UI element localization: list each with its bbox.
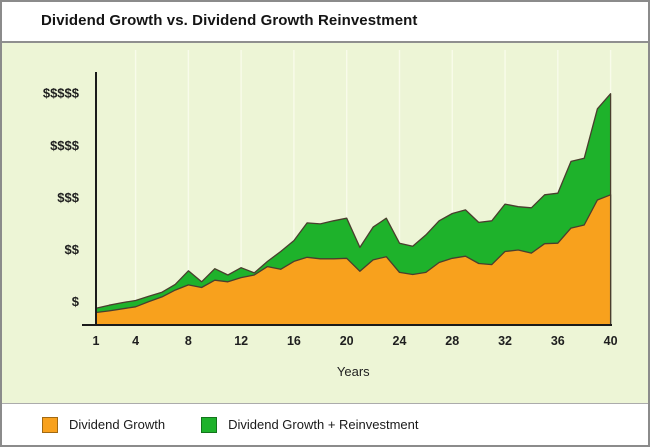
legend-item-dividend-growth: Dividend Growth [42,416,166,433]
x-tick-label: 36 [551,334,565,348]
legend-item-dividend-growth-reinvestment: Dividend Growth + Reinvestment [201,416,419,433]
x-tick-label: 24 [393,334,407,348]
area-outline-dividend-growth-reinvestment [95,93,612,325]
legend-label: Dividend Growth [69,417,166,432]
y-tick-label: $$$$$ [43,86,80,101]
y-tick-label: $$$$ [50,138,80,153]
legend-label: Dividend Growth + Reinvestment [228,417,419,432]
x-tick-label: 1 [93,334,100,348]
x-tick-label: 20 [340,334,354,348]
x-tick-label: 28 [445,334,459,348]
y-tick-label: $ [72,294,80,309]
legend: Dividend Growth Dividend Growth + Reinve… [0,404,650,445]
area-dividend-growth [96,194,611,325]
chart-title: Dividend Growth vs. Dividend Growth Rein… [41,12,418,29]
x-tick-label: 16 [287,334,301,348]
x-tick-label: 4 [132,334,139,348]
dividend-growth-swatch [42,416,58,433]
area-outline-dividend-growth [95,194,612,325]
x-tick-label: 8 [185,334,192,348]
dividend-growth-reinvestment-swatch [201,416,218,433]
title-bar: Dividend Growth vs. Dividend Growth Rein… [0,0,650,41]
x-tick-label: 40 [604,334,618,348]
x-tick-label: 12 [234,334,248,348]
x-axis-title: Years [337,364,370,379]
y-tick-label: $$$ [57,190,79,205]
y-tick-label: $$ [65,242,80,257]
x-tick-label: 32 [498,334,512,348]
